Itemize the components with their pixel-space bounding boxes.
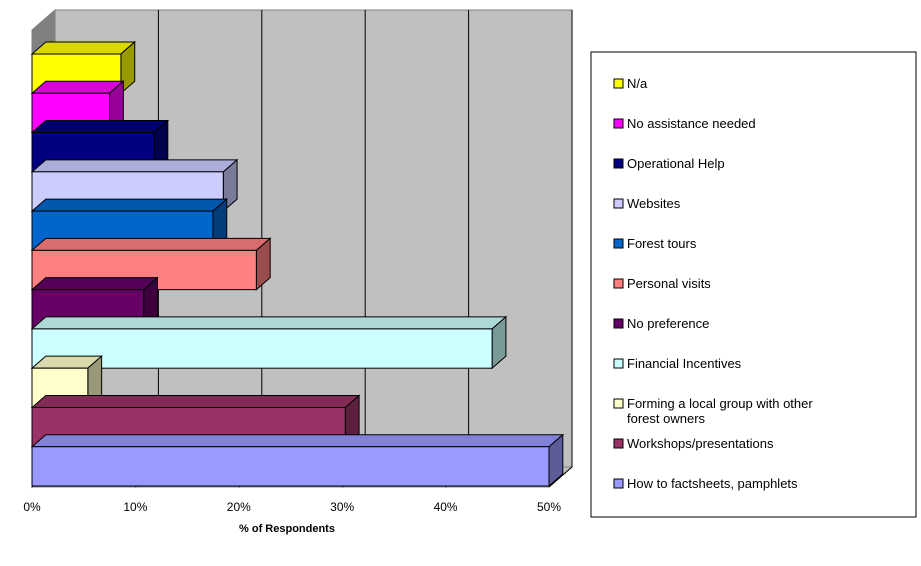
bar-top-face (30, 120, 170, 134)
legend-swatch (613, 438, 624, 449)
legend-swatch (613, 358, 624, 369)
legend-entry: Forest tours (613, 236, 697, 251)
bar-top-face (30, 41, 137, 55)
legend-swatch (613, 158, 624, 169)
legend-swatch (613, 278, 624, 289)
legend-swatch (613, 398, 624, 409)
legend-swatch (613, 118, 624, 129)
legend-swatch (613, 78, 624, 89)
x-tick-label: 20% (227, 500, 251, 514)
bar (30, 315, 508, 370)
legend-entry: N/a (613, 76, 648, 91)
legend-swatch (613, 318, 624, 329)
legend-label: N/a (627, 76, 648, 91)
legend-label: How to factsheets, pamphlets (627, 476, 798, 491)
x-tick-label: 30% (330, 500, 354, 514)
x-tick-label: 40% (434, 500, 458, 514)
legend-entry: Personal visits (613, 276, 711, 291)
legend-entry: No assistance needed (613, 116, 756, 131)
legend-label: No assistance needed (627, 116, 756, 131)
legend-entry: Websites (613, 196, 681, 211)
bars (30, 40, 565, 488)
legend-label: Forest tours (627, 236, 697, 251)
bar-top-face (30, 434, 565, 448)
bar-top-face (30, 198, 229, 212)
bar-top-face (30, 394, 361, 408)
bar-top-face (30, 237, 272, 251)
x-tick-label: 50% (537, 500, 561, 514)
floor-gridline (548, 466, 573, 488)
legend-entry: Financial Incentives (613, 356, 742, 371)
x-tick-label: 10% (123, 500, 147, 514)
legend-label: Forming a local group with other forest o… (627, 396, 813, 426)
bar-top-face (30, 80, 125, 94)
legend-label: No preference (627, 316, 709, 331)
legend-entry: How to factsheets, pamphlets (613, 476, 798, 491)
legend-entry: No preference (613, 316, 709, 331)
legend-swatch (613, 198, 624, 209)
legend-entry: Operational Help (613, 156, 725, 171)
legend-box (590, 51, 917, 518)
legend-label: Websites (627, 196, 681, 211)
bar (30, 433, 565, 488)
legend: N/a No assistance needed Operational Help W… (590, 51, 917, 518)
legend-entry: Forming a local group with other forest o… (613, 396, 813, 426)
legend-label: Financial Incentives (627, 356, 742, 371)
bar-front-face (31, 446, 550, 487)
bar-top-face (30, 159, 239, 173)
legend-swatch (613, 238, 624, 249)
bar-top-face (30, 316, 508, 330)
bar-top-face (30, 277, 159, 291)
bar-front-face (31, 328, 493, 369)
x-tick-labels: 0% 10% 20% 30% 40% 50% (23, 500, 561, 514)
x-axis-title: % of Respondents (239, 523, 335, 535)
legend-label: Workshops/presentations (627, 436, 774, 451)
x-tick-label: 0% (23, 500, 41, 514)
legend-entry: Workshops/presentations (613, 436, 774, 451)
legend-label: Personal visits (627, 276, 711, 291)
legend-swatch (613, 478, 624, 489)
legend-label: Operational Help (627, 156, 725, 171)
